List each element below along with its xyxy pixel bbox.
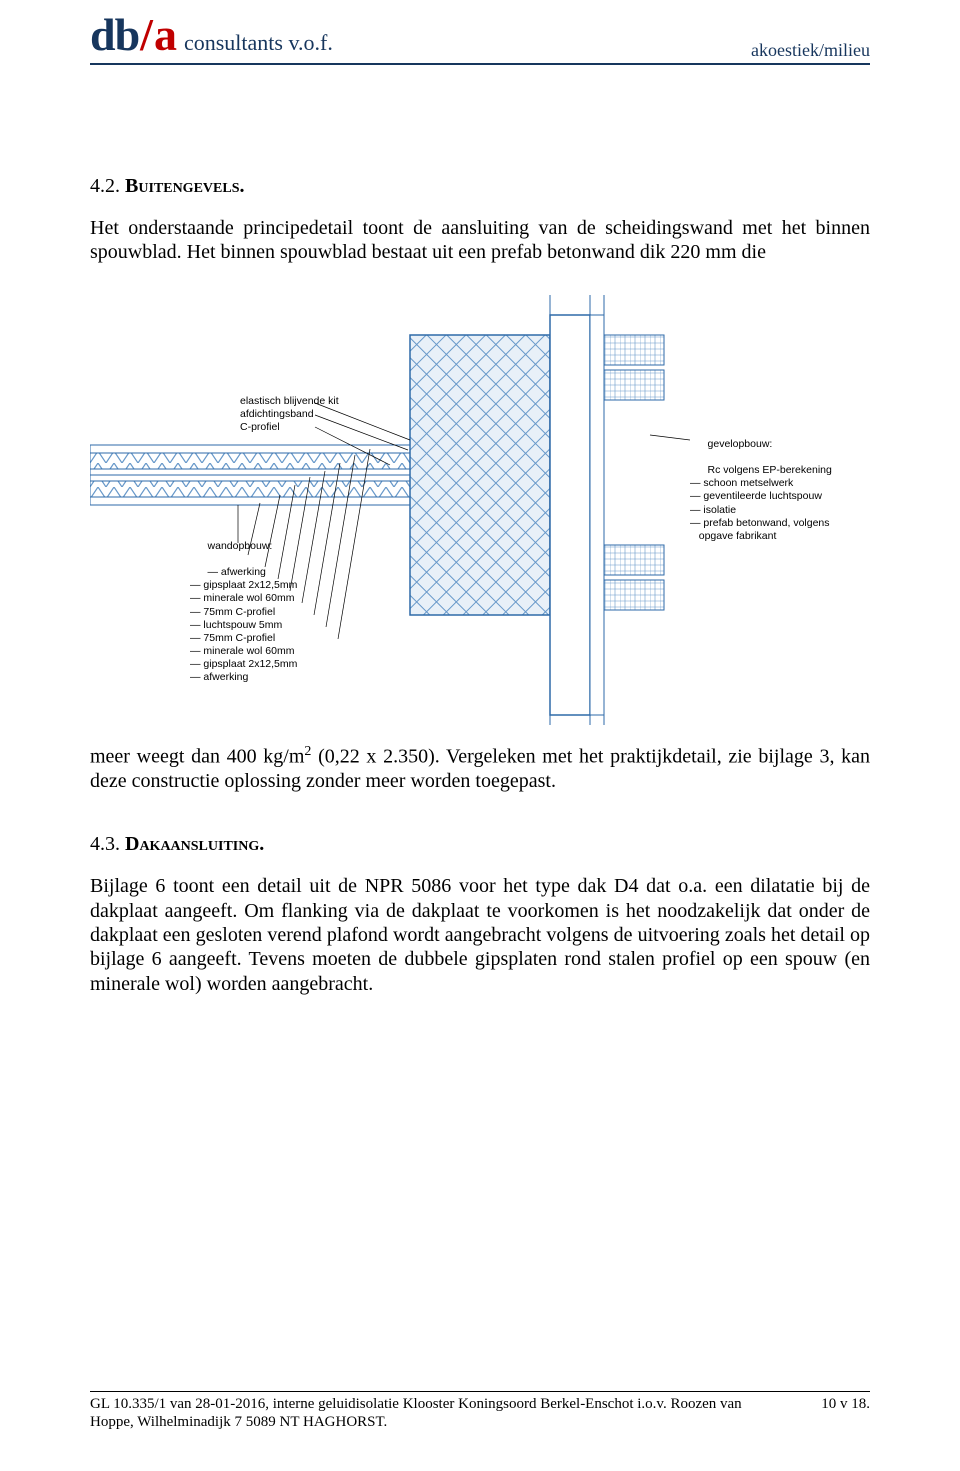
diagram-label-wandopbouw-title: wandopbouw: bbox=[208, 540, 273, 552]
section-4-2-para-2: meer weegt dan 400 kg/m2 (0,22 x 2.350).… bbox=[90, 743, 870, 793]
diagram-label-left-top: elastisch blijvende kit afdichtingsband … bbox=[240, 395, 339, 434]
p2a: meer weegt dan 400 kg/m bbox=[90, 745, 304, 767]
header-right: akoestiek/milieu bbox=[751, 40, 870, 61]
diagram-label-gevelopbouw-list: Rc volgens EP-berekening — schoon metsel… bbox=[690, 464, 832, 542]
section-number: 4.2. bbox=[90, 175, 120, 197]
page-number: 10 v 18. bbox=[821, 1395, 870, 1431]
logo-a: a bbox=[154, 8, 176, 61]
section-4-2-heading: 4.2. Buitengevels. bbox=[90, 175, 870, 198]
footer-rule bbox=[90, 1391, 870, 1392]
section-4-3-heading: 4.3. Dakaansluiting. bbox=[90, 833, 870, 856]
principle-detail-diagram: elastisch blijvende kit afdichtingsband … bbox=[90, 295, 870, 725]
section-title-43: Dakaansluiting. bbox=[125, 833, 264, 855]
page-header: db / a consultants v.o.f. akoestiek/mili… bbox=[90, 0, 870, 61]
facade-assembly bbox=[410, 295, 664, 725]
section-number-43: 4.3. bbox=[90, 833, 120, 855]
logo-slash: / bbox=[140, 8, 153, 61]
section-4-2-para-1: Het onderstaande principedetail toont de… bbox=[90, 216, 870, 265]
logo-db: db bbox=[90, 8, 139, 61]
diagram-label-gevelopbouw-title: gevelopbouw: bbox=[708, 438, 773, 450]
logo: db / a consultants v.o.f. bbox=[90, 8, 333, 61]
section-4-3-para-1: Bijlage 6 toont een detail uit de NPR 50… bbox=[90, 874, 870, 996]
header-rule bbox=[90, 63, 870, 65]
footer-text: GL 10.335/1 van 28-01-2016, interne gelu… bbox=[90, 1395, 750, 1431]
page-footer: GL 10.335/1 van 28-01-2016, interne gelu… bbox=[90, 1391, 870, 1431]
diagram-label-wandopbouw-list: — afwerking — gipsplaat 2x12,5mm — miner… bbox=[190, 566, 297, 683]
logo-tail: consultants v.o.f. bbox=[184, 30, 333, 56]
section-title: Buitengevels. bbox=[125, 175, 244, 197]
